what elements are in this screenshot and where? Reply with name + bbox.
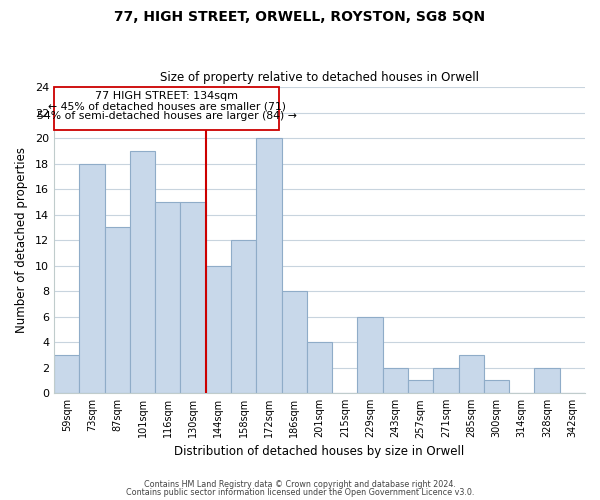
Bar <box>256 138 281 393</box>
Bar <box>130 151 155 393</box>
Bar <box>104 228 130 393</box>
Bar <box>181 202 206 393</box>
Bar <box>358 316 383 393</box>
Bar <box>383 368 408 393</box>
Text: 77, HIGH STREET, ORWELL, ROYSTON, SG8 5QN: 77, HIGH STREET, ORWELL, ROYSTON, SG8 5Q… <box>115 10 485 24</box>
Bar <box>206 266 231 393</box>
Y-axis label: Number of detached properties: Number of detached properties <box>15 147 28 333</box>
Bar <box>408 380 433 393</box>
Bar <box>231 240 256 393</box>
X-axis label: Distribution of detached houses by size in Orwell: Distribution of detached houses by size … <box>175 444 464 458</box>
Title: Size of property relative to detached houses in Orwell: Size of property relative to detached ho… <box>160 72 479 85</box>
Text: Contains public sector information licensed under the Open Government Licence v3: Contains public sector information licen… <box>126 488 474 497</box>
Bar <box>535 368 560 393</box>
Bar <box>484 380 509 393</box>
Text: 77 HIGH STREET: 134sqm: 77 HIGH STREET: 134sqm <box>95 91 238 101</box>
Text: Contains HM Land Registry data © Crown copyright and database right 2024.: Contains HM Land Registry data © Crown c… <box>144 480 456 489</box>
Bar <box>433 368 458 393</box>
Bar <box>458 355 484 393</box>
Bar <box>54 355 79 393</box>
Bar <box>155 202 181 393</box>
FancyBboxPatch shape <box>54 87 279 130</box>
Bar <box>79 164 104 393</box>
Text: ← 45% of detached houses are smaller (71): ← 45% of detached houses are smaller (71… <box>47 101 286 111</box>
Text: 54% of semi-detached houses are larger (84) →: 54% of semi-detached houses are larger (… <box>37 110 296 120</box>
Bar <box>281 291 307 393</box>
Bar <box>307 342 332 393</box>
